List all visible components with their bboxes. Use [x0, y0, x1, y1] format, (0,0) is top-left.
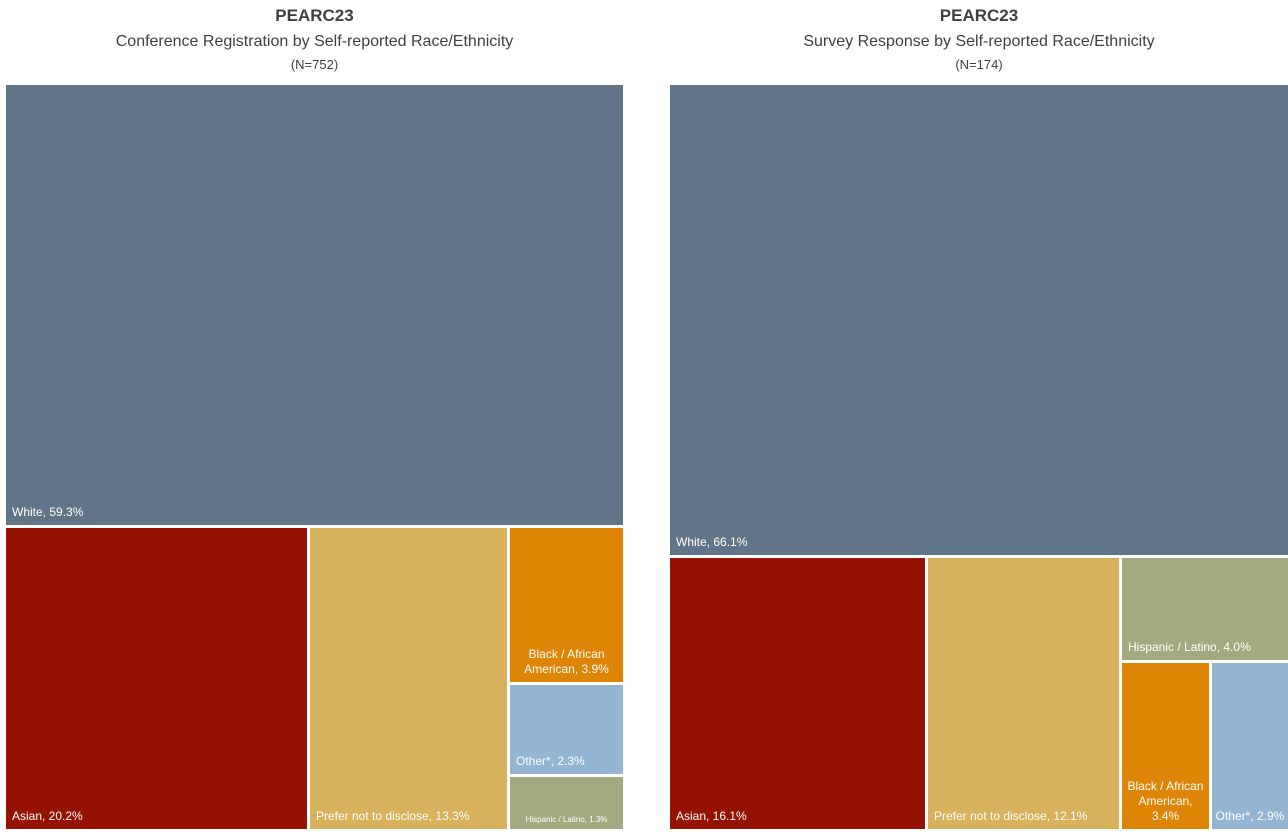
treemap-tile-prefer-not-to-disclose: Prefer not to disclose, 13.3%: [310, 528, 507, 829]
chart-sample-size: (N=752): [290, 57, 339, 72]
tile-label: Prefer not to disclose, 13.3%: [316, 809, 470, 823]
tile-label: Black / African American, 3.9%: [524, 647, 609, 676]
chart-subtitle: Survey Response by Self-reported Race/Et…: [803, 33, 1155, 50]
treemap-tile-black-african-american: Black / African American, 3.4%: [1122, 663, 1209, 829]
tile-label: Other*, 2.3%: [516, 754, 585, 768]
tile-label: White, 59.3%: [12, 505, 84, 519]
treemap-tile-hispanic-latino: Hispanic / Latino, 4.0%: [1122, 558, 1288, 660]
tile-label: Asian, 16.1%: [676, 809, 747, 823]
tile-label: Hispanic / Latino, 1.3%: [525, 815, 608, 824]
chart-sample-size: (N=174): [955, 57, 1003, 72]
treemap-tile-white: White, 59.3%: [6, 85, 623, 525]
treemap-tile-other: Other*, 2.9%: [1212, 663, 1288, 829]
tile-label: Black / African American, 3.4%: [1127, 779, 1204, 823]
treemap-tile-other: Other*, 2.3%: [510, 685, 623, 774]
tile-label: Other*, 2.9%: [1215, 809, 1285, 823]
treemap-tile-asian: Asian, 16.1%: [670, 558, 925, 829]
chart-registration: PEARC23 Conference Registration by Self-…: [6, 0, 623, 835]
tile-label: Prefer not to disclose, 12.1%: [934, 809, 1088, 823]
treemap-tile-black-african-american: Black / African American, 3.9%: [510, 528, 623, 682]
treemap-tile-hispanic-latino: Hispanic / Latino, 1.3%: [510, 777, 623, 829]
treemap-tile-white: White, 66.1%: [670, 85, 1288, 555]
chart-title: PEARC23: [275, 6, 354, 25]
tile-label: White, 66.1%: [676, 535, 748, 549]
chart-title: PEARC23: [939, 6, 1019, 25]
treemap: White, 59.3% Asian, 20.2% Prefer not to di…: [6, 85, 623, 829]
treemap-tile-asian: Asian, 20.2%: [6, 528, 307, 829]
tile-label: Asian, 20.2%: [12, 809, 83, 823]
chart-survey: PEARC23 Survey Response by Self-reported…: [670, 0, 1288, 835]
treemap: White, 66.1% Asian, 16.1% Prefer not to di…: [670, 85, 1288, 829]
tile-label: Hispanic / Latino, 4.0%: [1128, 640, 1251, 654]
chart-subtitle: Conference Registration by Self-reported…: [115, 33, 514, 50]
treemap-tile-prefer-not-to-disclose: Prefer not to disclose, 12.1%: [928, 558, 1119, 829]
